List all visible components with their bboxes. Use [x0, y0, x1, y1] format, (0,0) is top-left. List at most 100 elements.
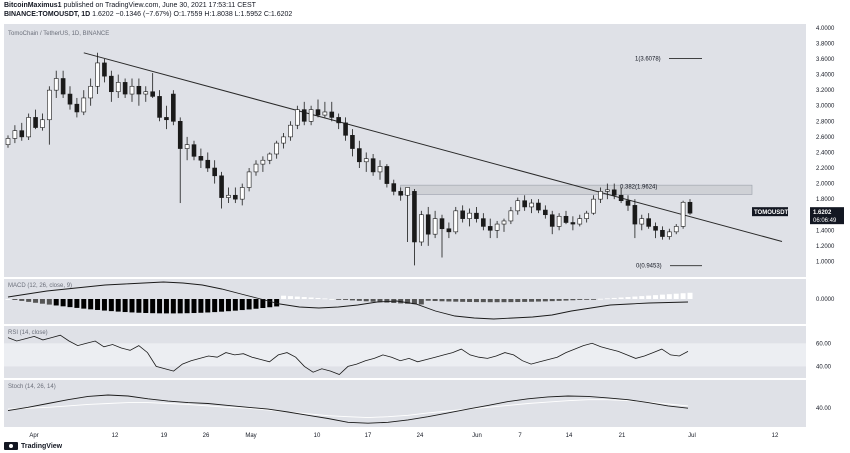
time-axis-tick: 24	[417, 433, 424, 439]
candle-body	[487, 226, 493, 231]
candle-body	[501, 220, 507, 225]
macd-histogram-bar	[618, 297, 624, 299]
macd-histogram-bar	[384, 299, 390, 303]
rsi-line	[7, 334, 689, 375]
candle-body	[295, 109, 300, 126]
candle-body	[60, 78, 66, 95]
macd-histogram-bar	[666, 294, 672, 299]
macd-histogram-bar	[177, 299, 183, 314]
time-axis-tick: 19	[161, 433, 168, 439]
candle	[357, 140, 362, 169]
macd-histogram-bar	[501, 299, 507, 303]
time-axis-tick: Jul	[688, 433, 696, 439]
candle-body	[673, 226, 679, 233]
candle	[95, 52, 100, 95]
candle	[171, 90, 176, 126]
stoch-pane: Stoch (14, 26, 14) 40.00	[4, 380, 832, 427]
macd-histogram-bar	[53, 299, 59, 306]
tradingview-logo-text: TradingView	[21, 442, 63, 450]
chart-header: BitcoinMaximus1 published on TradingView…	[0, 0, 850, 22]
candle-body	[591, 198, 596, 214]
candle	[157, 90, 162, 122]
macd-histogram-bar	[646, 295, 652, 299]
candle-body	[350, 135, 355, 149]
candle	[515, 197, 521, 215]
time-axis-tick: Apr	[29, 433, 38, 439]
candle-body	[12, 130, 18, 139]
candle	[646, 213, 651, 229]
symbol-name: BINANCE:TOMOUSDT, 1D	[4, 11, 91, 18]
candle	[632, 199, 638, 239]
macd-histogram-bar	[46, 299, 52, 305]
macd-histogram-bar	[170, 299, 176, 314]
price-label-value-box	[810, 207, 844, 225]
price-chart-title: TomoChain / TetherUS, 1D, BINANCE	[8, 31, 109, 37]
candle-body	[543, 209, 548, 216]
candle-body	[391, 183, 397, 192]
price-axis-tick: 3.6000	[816, 57, 835, 63]
macd-histogram-bar	[659, 294, 665, 299]
macd-histogram-bar	[336, 299, 342, 300]
candle	[384, 164, 390, 188]
tradingview-logo-icon	[4, 442, 18, 450]
candle-body	[336, 117, 341, 124]
candle	[508, 206, 514, 225]
candle	[164, 105, 169, 130]
candle	[329, 101, 335, 122]
candle	[74, 97, 80, 118]
stoch-d-line	[7, 399, 689, 419]
candle-body	[446, 228, 452, 233]
candle	[322, 101, 328, 118]
macd-histogram-bar	[405, 299, 411, 304]
macd-histogram-bar	[33, 299, 39, 303]
macd-histogram-bar	[115, 299, 121, 312]
candle	[522, 195, 527, 211]
candle	[653, 222, 658, 239]
stoch-title: Stoch (14, 26, 14)	[8, 384, 56, 390]
candle-body	[233, 194, 238, 200]
candle	[494, 220, 500, 239]
candle-body	[308, 109, 314, 122]
macd-histogram-bar	[632, 296, 638, 299]
rsi-band	[4, 343, 806, 367]
price-pane: 4.0000 3.8000 3.6000 3.4000 3.2000 3.0000 2.80…	[4, 24, 844, 277]
candle	[301, 101, 307, 126]
chart-canvas[interactable]: 4.0000 3.8000 3.6000 3.4000 3.2000 3.0000 2.80…	[0, 22, 850, 440]
candle-body	[439, 218, 445, 230]
candle	[543, 205, 548, 219]
macd-histogram-bar	[184, 299, 190, 314]
time-axis-tick: 10	[314, 433, 321, 439]
tradingview-logo[interactable]: TradingView	[4, 442, 62, 450]
macd-histogram-bar	[287, 296, 293, 299]
time-axis-tick: 14	[566, 433, 573, 439]
candle	[253, 160, 259, 176]
candle	[398, 187, 403, 201]
macd-histogram-bar	[446, 299, 452, 302]
macd-histogram-bar	[680, 293, 686, 299]
candle	[246, 168, 252, 192]
candle	[432, 210, 438, 239]
time-axis-tick: 7	[518, 433, 522, 439]
macd-histogram-bar	[191, 299, 197, 314]
candle-body	[453, 210, 459, 233]
candle	[391, 179, 397, 196]
candle	[136, 78, 142, 106]
macd-histogram-bar	[322, 298, 328, 300]
price-axis-tick: 1.4000	[816, 228, 835, 234]
price-label-value: 1.6202	[813, 210, 832, 216]
candle-body	[102, 62, 107, 77]
candle	[26, 113, 31, 140]
symbol-line: BINANCE:TOMOUSDT, 1D 1.6202 −0.1346 (−7.…	[4, 11, 292, 18]
candle	[226, 187, 231, 204]
candle	[177, 117, 183, 204]
candle	[47, 86, 52, 145]
macd-histogram-bar	[508, 299, 514, 303]
candle-body	[357, 148, 362, 163]
open-label: O:	[173, 11, 181, 18]
fib-level-label: 0.382(1.9624)	[620, 185, 657, 191]
high-label: H:	[204, 11, 212, 18]
publisher-name[interactable]: BitcoinMaximus1	[4, 2, 62, 9]
candle-body	[515, 200, 521, 212]
candle-body	[370, 158, 376, 173]
macd-histogram-bar	[529, 299, 535, 302]
